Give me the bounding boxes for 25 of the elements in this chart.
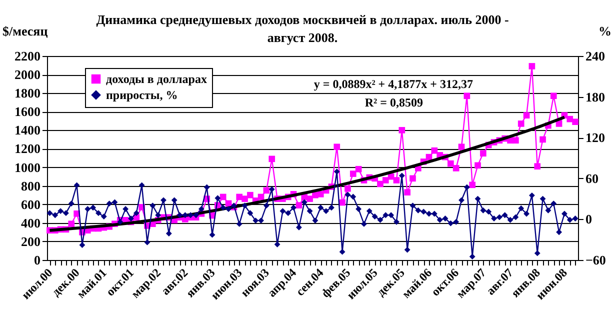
y-tick-label: 1600: [14, 104, 40, 120]
y-tick-label: 2000: [14, 67, 40, 82]
y-tick-label: 2200: [14, 48, 40, 64]
y2-tick-label: −60: [586, 252, 606, 268]
y2-tick-label: 240: [586, 48, 605, 64]
y-tick-label: 1800: [14, 86, 40, 101]
y2-tick-label: 60: [586, 170, 598, 186]
legend-label: доходы в долларах: [106, 72, 207, 86]
annotation: y = 0,0889x² + 4,1877x + 312,37: [314, 77, 473, 91]
y-tick-label: 800: [21, 178, 40, 194]
y-tick-label: 1200: [14, 141, 40, 156]
y-tick-label: 1400: [14, 122, 40, 138]
y2-tick-label: 120: [586, 130, 605, 146]
y-tick-label: 600: [21, 196, 40, 212]
annotation: R² = 0,8509: [364, 96, 423, 110]
y-axis-title: $/месяц: [2, 24, 48, 38]
y2-axis-title: %: [598, 24, 612, 38]
y2-tick-label: 180: [586, 89, 605, 104]
y-tick-label: 400: [21, 215, 40, 230]
chart-title: Динамика среднедушевых доходов москвичей в долларах. июль 2000 - август 2008.: [96, 12, 509, 45]
y-tick-label: 0: [34, 252, 40, 268]
legend-label: приросты, %: [106, 88, 178, 102]
y-tick-label: 200: [21, 234, 40, 249]
y-tick-label: 1000: [14, 160, 40, 175]
y2-tick-label: 0: [586, 212, 592, 227]
